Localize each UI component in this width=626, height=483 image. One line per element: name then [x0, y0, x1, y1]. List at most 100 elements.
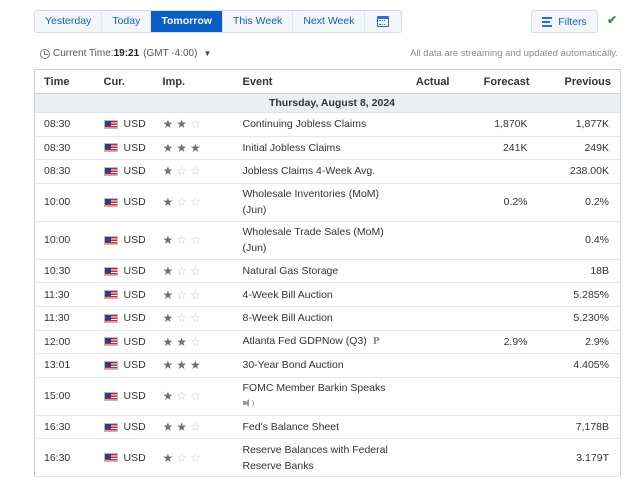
- event-currency-cell: USD: [94, 353, 154, 378]
- event-name[interactable]: 30-Year Bond Auction: [242, 359, 344, 372]
- event-cell[interactable]: Wholesale Inventories (MoM) (Jun): [233, 183, 398, 222]
- event-name[interactable]: Atlanta Fed GDPNow (Q3): [242, 335, 367, 348]
- event-currency: USD: [123, 359, 146, 372]
- star-filled-icon: ★: [162, 334, 174, 349]
- event-importance: ★ ☆ ☆: [153, 438, 234, 478]
- star-empty-icon: ☆: [190, 195, 201, 210]
- event-name[interactable]: 4-Week Bill Auction: [242, 288, 333, 301]
- event-name[interactable]: Continuing Jobless Claims: [242, 118, 367, 131]
- event-cell[interactable]: 4-Week Bill Auction: [233, 282, 398, 307]
- event-forecast: 0.2%: [458, 183, 539, 222]
- tab-today[interactable]: Today: [102, 11, 152, 32]
- day-header-row: Thursday, August 8, 2024: [34, 93, 621, 113]
- event-name-continued[interactable]: (Jun): [242, 242, 267, 255]
- star-empty-icon: ☆: [190, 164, 201, 179]
- event-actual: [397, 353, 459, 378]
- event-name[interactable]: Initial Jobless Claims: [242, 141, 341, 154]
- event-cell[interactable]: Fed's Balance Sheet: [233, 415, 398, 440]
- us-flag-icon: [103, 119, 118, 129]
- filters-label: Filters: [558, 15, 587, 28]
- event-name[interactable]: Jobless Claims 4-Week Avg.: [242, 165, 376, 178]
- event-name[interactable]: Wholesale Trade Sales (MoM): [242, 226, 384, 239]
- current-time-bar: Current Time: 19:21 (GMT -4:00) ▼: [40, 48, 211, 59]
- event-cell[interactable]: Atlanta Fed GDPNow (Q3) P: [233, 330, 398, 355]
- event-cell[interactable]: Continuing Jobless Claims: [233, 112, 398, 137]
- table-row[interactable]: 08:30 USD ★ ☆ ☆ Jobless Claims 4-Week Avg. 238…: [34, 159, 621, 184]
- event-previous: 5.285%: [538, 282, 621, 307]
- event-importance: ★ ☆ ☆: [153, 183, 234, 222]
- table-row[interactable]: 10:00 USD ★ ☆ ☆ Wholesale Inventories (MoM) (J…: [34, 183, 621, 222]
- event-time: 11:30: [34, 306, 95, 331]
- event-actual: [397, 438, 459, 478]
- table-row[interactable]: 16:30 USD ★ ★ ☆ Fed's Balance Sheet 7,178B: [34, 415, 621, 440]
- day-header: Thursday, August 8, 2024: [34, 93, 621, 113]
- event-previous: 249K: [538, 136, 621, 161]
- calendar-button[interactable]: [365, 11, 402, 32]
- tab-this-week[interactable]: This Week: [222, 11, 294, 32]
- event-currency-cell: USD: [94, 438, 154, 478]
- event-forecast: [458, 221, 539, 260]
- event-cell[interactable]: Natural Gas Storage: [233, 259, 398, 284]
- event-cell[interactable]: Wholesale Trade Sales (MoM) (Jun): [233, 221, 398, 260]
- table-row[interactable]: 16:30 USD ★ ☆ ☆ Reserve Balances with Federal…: [34, 438, 621, 478]
- event-time: 11:30: [34, 282, 95, 307]
- tab-next-week[interactable]: Next Week: [293, 11, 366, 32]
- event-name-continued[interactable]: Reserve Banks: [242, 459, 314, 472]
- event-currency-cell: USD: [94, 415, 154, 440]
- economic-calendar-table: Time Cur. Imp. Event Actual Forecast Pre…: [34, 69, 621, 478]
- table-row[interactable]: 10:00 USD ★ ☆ ☆ Wholesale Trade Sales (MoM) (J…: [34, 221, 621, 260]
- event-currency: USD: [123, 141, 146, 154]
- star-filled-icon: ★: [162, 117, 174, 132]
- event-cell[interactable]: FOMC Member Barkin Speaks: [233, 377, 398, 416]
- column-header-forecast: Forecast: [458, 69, 539, 94]
- chevron-down-icon[interactable]: ▼: [203, 49, 212, 58]
- timezone-selector[interactable]: (GMT -4:00): [143, 48, 198, 59]
- event-currency-cell: USD: [94, 282, 154, 307]
- event-time: 08:30: [34, 136, 95, 161]
- table-row[interactable]: 13:01 USD ★ ★ ★ 30-Year Bond Auction 4.405%: [34, 353, 621, 378]
- event-currency: USD: [123, 234, 146, 247]
- event-importance: ★ ★ ☆: [153, 330, 234, 355]
- event-name[interactable]: 8-Week Bill Auction: [242, 312, 333, 325]
- star-empty-icon: ☆: [190, 264, 201, 279]
- event-currency: USD: [123, 335, 146, 348]
- event-cell[interactable]: 30-Year Bond Auction: [233, 353, 398, 378]
- column-header-actual: Actual: [397, 69, 459, 94]
- star-filled-icon: ★: [162, 311, 174, 326]
- event-name[interactable]: Natural Gas Storage: [242, 265, 339, 278]
- event-currency-cell: USD: [94, 330, 154, 355]
- event-forecast: [458, 159, 539, 184]
- event-name[interactable]: Wholesale Inventories (MoM): [242, 188, 380, 201]
- tab-tomorrow[interactable]: Tomorrow: [151, 11, 223, 32]
- event-importance: ★ ☆ ☆: [153, 306, 234, 331]
- table-row[interactable]: 11:30 USD ★ ☆ ☆ 8-Week Bill Auction 5.230%: [34, 306, 621, 331]
- star-filled-icon: ★: [162, 233, 174, 248]
- event-cell[interactable]: Initial Jobless Claims: [233, 136, 398, 161]
- filters-button[interactable]: Filters: [531, 10, 598, 33]
- star-empty-icon: ☆: [190, 450, 201, 465]
- table-row[interactable]: 12:00 USD ★ ★ ☆ Atlanta Fed GDPNow (Q3) P 2.9% 2…: [34, 330, 621, 355]
- table-row[interactable]: 08:30 USD ★ ★ ☆ Continuing Jobless Claims 1,87…: [34, 112, 621, 137]
- event-name-continued[interactable]: (Jun): [242, 204, 267, 217]
- table-row[interactable]: 11:30 USD ★ ☆ ☆ 4-Week Bill Auction 5.285%: [34, 282, 621, 307]
- table-row[interactable]: 15:00 USD ★ ☆ ☆ FOMC Member Barkin Speaks: [34, 377, 621, 416]
- tab-yesterday[interactable]: Yesterday: [35, 11, 103, 32]
- date-tabs: Yesterday Today Tomorrow This Week Next …: [34, 10, 403, 33]
- star-filled-icon: ★: [162, 264, 174, 279]
- event-previous: 0.2%: [538, 183, 621, 222]
- event-cell[interactable]: 8-Week Bill Auction: [233, 306, 398, 331]
- event-name[interactable]: FOMC Member Barkin Speaks: [242, 381, 386, 394]
- table-row[interactable]: 10:30 USD ★ ☆ ☆ Natural Gas Storage 18B: [34, 259, 621, 284]
- event-forecast: 1,870K: [458, 112, 539, 137]
- event-name[interactable]: Reserve Balances with Federal: [242, 443, 388, 456]
- event-previous: [538, 377, 621, 416]
- event-name[interactable]: Fed's Balance Sheet: [242, 421, 340, 434]
- event-cell[interactable]: Reserve Balances with Federal Reserve Ban…: [233, 438, 398, 478]
- event-cell[interactable]: Jobless Claims 4-Week Avg.: [233, 159, 398, 184]
- star-filled-icon: ★: [162, 420, 174, 435]
- event-previous: 238.00K: [538, 159, 621, 184]
- table-header-row: Time Cur. Imp. Event Actual Forecast Pre…: [34, 69, 621, 94]
- star-empty-icon: ☆: [190, 311, 201, 326]
- event-currency-cell: USD: [94, 221, 154, 260]
- table-row[interactable]: 08:30 USD ★ ★ ★ Initial Jobless Claims 241K 249…: [34, 136, 621, 161]
